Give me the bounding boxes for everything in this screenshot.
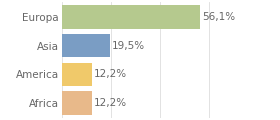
Bar: [62, 63, 92, 86]
Text: 12,2%: 12,2%: [94, 98, 127, 108]
Text: 56,1%: 56,1%: [202, 12, 235, 22]
Bar: [62, 5, 200, 29]
Text: 12,2%: 12,2%: [94, 69, 127, 79]
Bar: [62, 34, 110, 57]
Bar: [62, 91, 92, 115]
Text: 19,5%: 19,5%: [112, 41, 145, 51]
